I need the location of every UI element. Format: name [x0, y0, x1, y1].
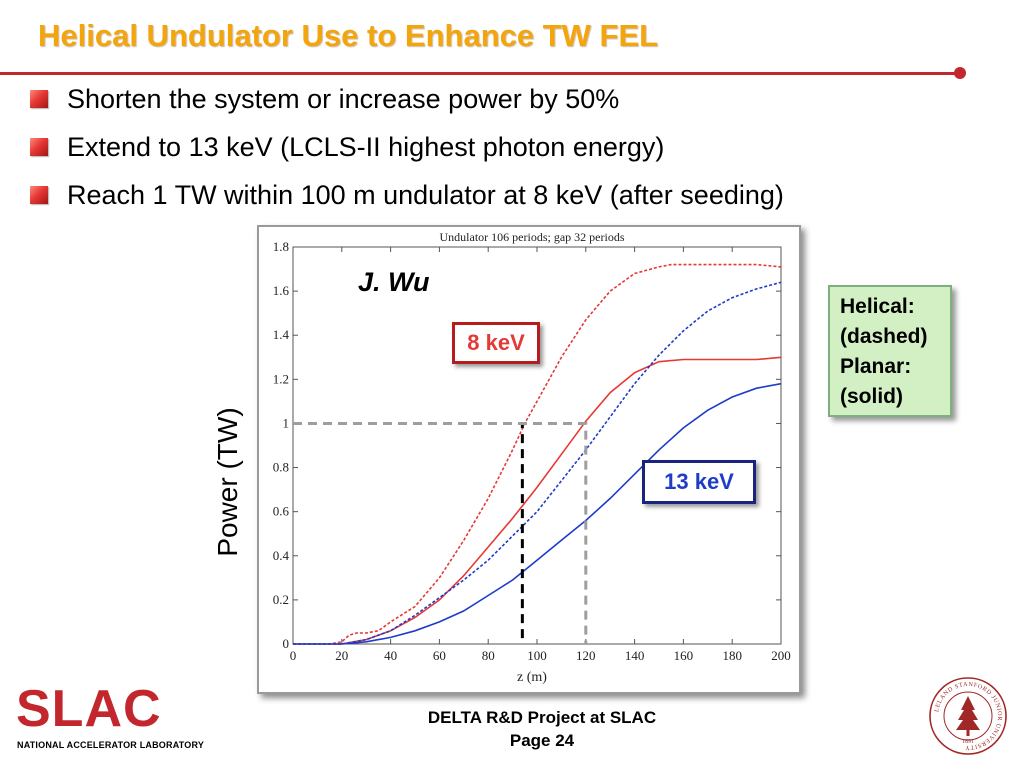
bullet-square-icon	[30, 138, 48, 156]
x-tick-label: 40	[384, 648, 397, 663]
x-tick-label: 200	[771, 648, 791, 663]
x-tick-label: 60	[433, 648, 446, 663]
y-tick-label: 1	[283, 415, 290, 430]
bullet-text: Reach 1 TW within 100 m undulator at 8 k…	[67, 180, 784, 210]
y-axis-label: Power (TW)	[212, 407, 243, 557]
title-divider-dot	[954, 67, 966, 79]
bullet-text: Extend to 13 keV (LCLS-II highest photon…	[67, 132, 665, 162]
y-tick-label: 0.6	[273, 504, 290, 519]
bullet-square-icon	[30, 186, 48, 204]
plot-area-frame	[292, 246, 782, 645]
legend-box: Helical: (dashed) Planar: (solid)	[828, 285, 952, 417]
x-tick-label: 100	[527, 648, 547, 663]
bullet-list: Shorten the system or increase power by …	[30, 80, 784, 224]
x-tick-label: 80	[482, 648, 495, 663]
series-line-planar-13kev	[293, 382, 782, 645]
reference-line	[293, 421, 524, 644]
seal-year: 1891	[962, 739, 974, 745]
title-divider	[0, 72, 960, 75]
slide-title: Helical Undulator Use to Enhance TW FEL	[38, 18, 659, 53]
slac-logo-text: SLAC	[16, 680, 162, 738]
y-tick-label: 0.4	[273, 548, 290, 563]
y-tick-label: 0	[283, 636, 290, 651]
legend-line: Helical:	[840, 295, 915, 318]
chart-title: Undulator 106 periods; gap 32 periods	[440, 230, 625, 244]
footer-project: DELTA R&D Project at SLAC	[427, 708, 657, 727]
y-tick-label: 1.4	[273, 327, 290, 342]
bullet-item: Reach 1 TW within 100 m undulator at 8 k…	[30, 176, 784, 224]
series-line-helical-13kev	[293, 281, 782, 645]
bullet-item: Shorten the system or increase power by …	[30, 80, 784, 128]
y-tick-label: 1.6	[273, 283, 290, 298]
footer-page-number: Page 24	[509, 731, 575, 750]
reference-line	[293, 421, 588, 644]
x-tick-label: 180	[722, 648, 742, 663]
power-chart-svg: Undulator 106 periods; gap 32 periods z …	[273, 230, 791, 685]
slac-logo: SLAC NATIONAL ACCELERATOR LABORATORY	[16, 680, 204, 753]
stanford-seal-icon: LELAND STANFORD JUNIOR UNIVERSITY 1891	[929, 677, 1007, 755]
bullet-square-icon	[30, 90, 48, 108]
x-axis-label: z (m)	[517, 670, 547, 685]
legend-line: (solid)	[840, 385, 903, 408]
x-tick-label: 120	[576, 648, 596, 663]
y-tick-label: 0.2	[273, 592, 289, 607]
x-tick-label: 20	[335, 648, 348, 663]
x-tick-label: 0	[290, 648, 297, 663]
y-tick-label: 1.8	[273, 239, 289, 254]
bullet-item: Extend to 13 keV (LCLS-II highest photon…	[30, 128, 784, 176]
x-tick-label: 160	[674, 648, 694, 663]
author-label: J. Wu	[358, 267, 430, 297]
label-8kev: 8 keV	[452, 322, 540, 364]
slac-logo-subtitle: NATIONAL ACCELERATOR LABORATORY	[17, 740, 205, 750]
y-tick-label: 0.8	[273, 460, 289, 475]
bullet-text: Shorten the system or increase power by …	[67, 84, 620, 114]
series-line-helical-8kev	[293, 263, 782, 645]
y-tick-label: 1.2	[273, 371, 289, 386]
legend-line: (dashed)	[840, 325, 928, 348]
label-13kev: 13 keV	[642, 460, 756, 504]
x-tick-label: 140	[625, 648, 645, 663]
legend-line: Planar:	[840, 355, 912, 378]
power-chart: Undulator 106 periods; gap 32 periods z …	[257, 225, 801, 694]
